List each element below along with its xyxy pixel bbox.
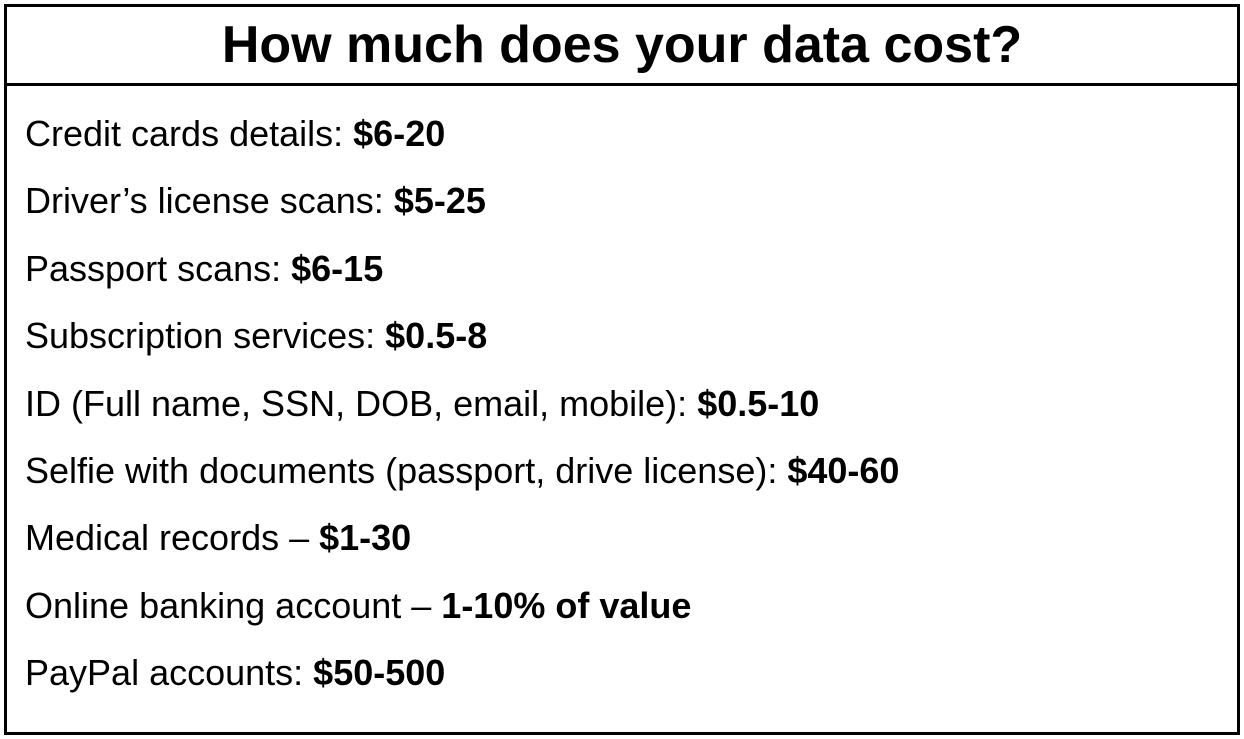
item-label: Passport scans	[25, 248, 271, 289]
list-item: Medical records – $1-30	[25, 504, 1219, 571]
content-cell: Credit cards details: $6-20 Driver’s lic…	[7, 86, 1237, 721]
list-item: ID (Full name, SSN, DOB, email, mobile):…	[25, 370, 1219, 437]
item-value: $1-30	[319, 517, 411, 558]
item-value: $0.5-10	[697, 383, 819, 424]
item-separator: :	[374, 180, 394, 221]
item-label: PayPal accounts	[25, 652, 293, 693]
item-separator: :	[365, 315, 385, 356]
item-value: $50-500	[313, 652, 445, 693]
item-separator: :	[333, 113, 353, 154]
item-separator: :	[271, 248, 291, 289]
list-item: PayPal accounts: $50-500	[25, 639, 1219, 706]
item-separator: :	[767, 450, 787, 491]
item-value: $5-25	[394, 180, 486, 221]
item-value: 1-10% of value	[441, 585, 691, 626]
item-label: ID (Full name, SSN, DOB, email, mobile)	[25, 383, 677, 424]
page-title: How much does your data cost?	[17, 15, 1227, 75]
list-item: Online banking account – 1-10% of value	[25, 572, 1219, 639]
list-item: Selfie with documents (passport, drive l…	[25, 437, 1219, 504]
item-label: Medical records	[25, 517, 279, 558]
title-cell: How much does your data cost?	[7, 7, 1237, 86]
item-value: $0.5-8	[385, 315, 487, 356]
item-separator: :	[677, 383, 697, 424]
item-value: $6-20	[353, 113, 445, 154]
item-separator: –	[279, 517, 319, 558]
item-separator: –	[401, 585, 441, 626]
list-item: Driver’s license scans: $5-25	[25, 167, 1219, 234]
item-value: $6-15	[291, 248, 383, 289]
item-label: Driver’s license scans	[25, 180, 374, 221]
list-item: Passport scans: $6-15	[25, 235, 1219, 302]
item-label: Credit cards details	[25, 113, 333, 154]
item-value: $40-60	[787, 450, 899, 491]
item-label: Online banking account	[25, 585, 401, 626]
item-separator: :	[293, 652, 313, 693]
list-item: Subscription services: $0.5-8	[25, 302, 1219, 369]
item-label: Subscription services	[25, 315, 365, 356]
list-item: Credit cards details: $6-20	[25, 100, 1219, 167]
item-label: Selfie with documents (passport, drive l…	[25, 450, 767, 491]
data-cost-table: How much does your data cost? Credit car…	[4, 4, 1240, 735]
